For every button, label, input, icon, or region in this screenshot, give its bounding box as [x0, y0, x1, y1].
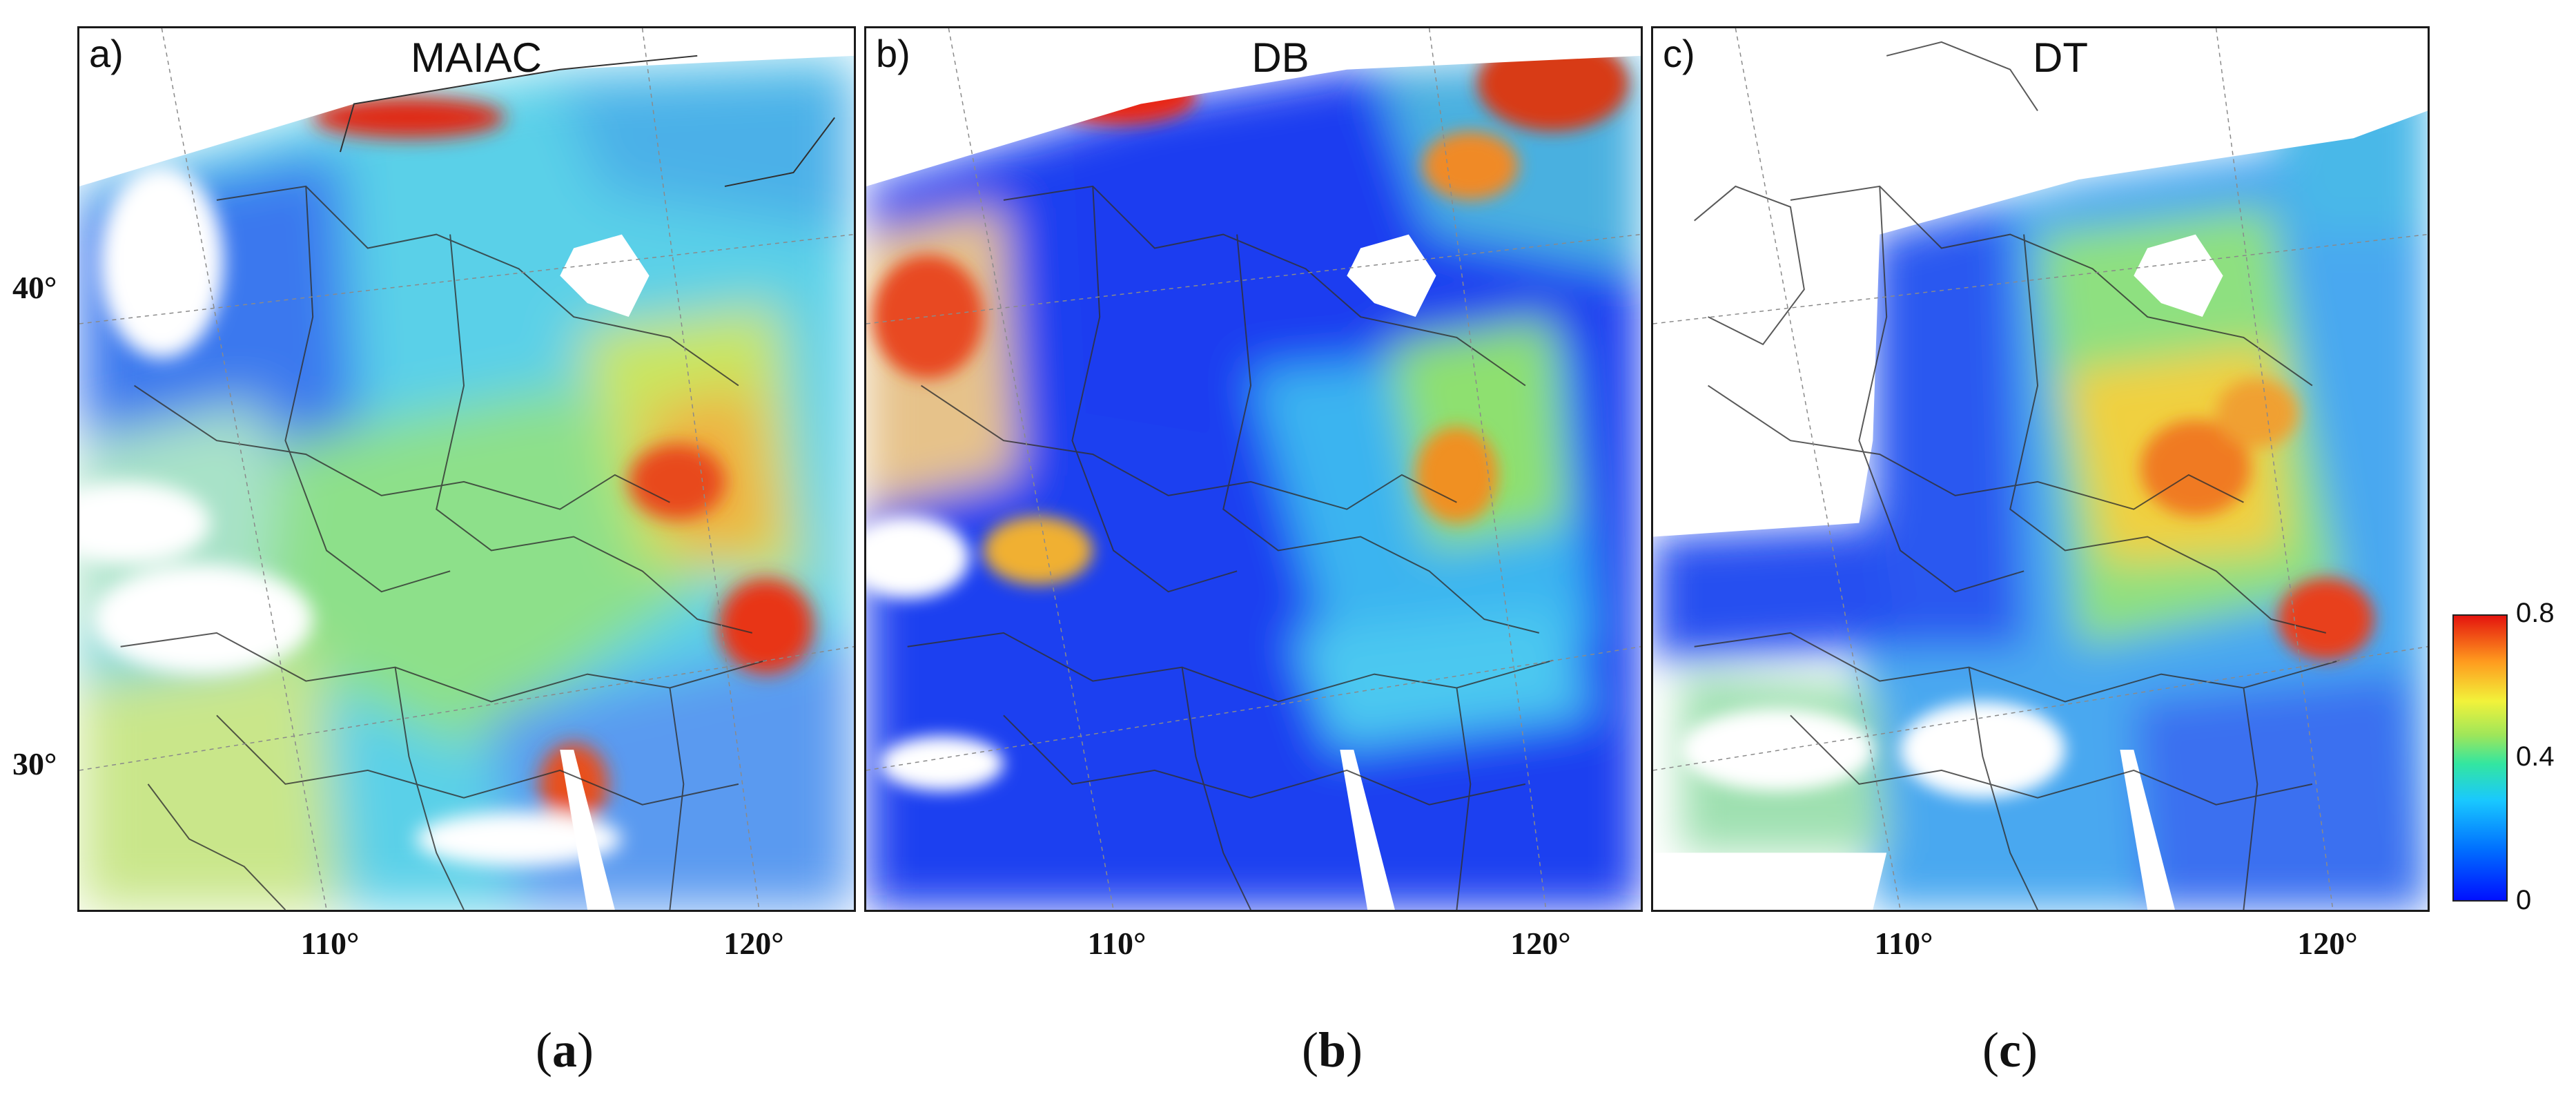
lat-tick-40: 40° [12, 270, 57, 305]
caption-a: (a) [536, 1022, 594, 1078]
lon-tick-120-b: 120° [1510, 926, 1571, 961]
colorbar-min-label: 0 [2516, 885, 2532, 915]
lon-tick-120-c: 120° [2297, 926, 2358, 961]
lon-tick-120-a: 120° [723, 926, 784, 961]
colorbar-mid-label: 0.4 [2516, 741, 2555, 772]
caption-c: (c) [1982, 1022, 2038, 1078]
panel-label-b: b) [876, 32, 910, 75]
colorbar-gradient [2452, 614, 2508, 902]
panel-title-dt: DT [2033, 35, 2088, 81]
map-panel-b: b) DB [864, 26, 1643, 912]
panel-label-a: a) [89, 32, 124, 75]
panel-label-c: c) [1663, 32, 1695, 75]
colorbar [2452, 614, 2508, 902]
aod-map-b [866, 28, 1641, 910]
panel-title-maiac: MAIAC [410, 35, 543, 81]
lon-tick-110-a: 110° [300, 926, 360, 961]
lat-tick-30: 30° [12, 746, 57, 781]
aod-map-c [1653, 28, 2428, 910]
colorbar-max-label: 0.8 [2516, 598, 2555, 628]
map-panel-a: a) MAIAC [77, 26, 856, 912]
lon-tick-110-b: 110° [1087, 926, 1146, 961]
aod-map-a [79, 28, 854, 910]
lon-tick-110-c: 110° [1874, 926, 1933, 961]
map-panel-c: c) DT [1651, 26, 2430, 912]
caption-b: (b) [1301, 1022, 1363, 1078]
panel-title-db: DB [1251, 35, 1309, 81]
